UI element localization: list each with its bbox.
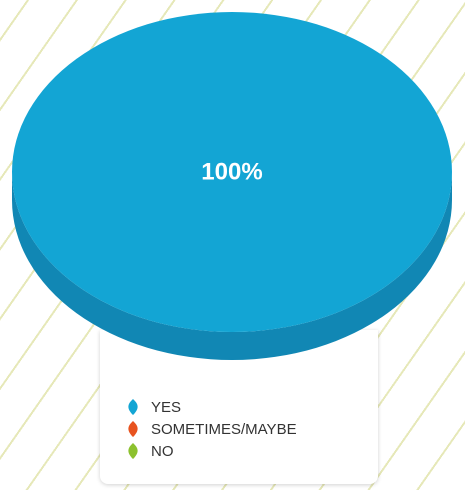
pie-slice-yes[interactable]: [12, 12, 452, 332]
leaf-icon: [124, 398, 142, 416]
data-label-yes: 100%: [201, 159, 262, 186]
leaf-icon: [124, 420, 142, 438]
legend-label-no: NO: [151, 442, 174, 460]
legend-item-yes[interactable]: YES: [124, 396, 297, 418]
pie-side: [12, 172, 452, 360]
legend-item-sometimes-maybe[interactable]: SOMETIMES/MAYBE: [124, 418, 297, 440]
legend-label-yes: YES: [151, 398, 182, 416]
legend-item-no[interactable]: NO: [124, 440, 297, 462]
legend-list: YES SOMETIMES/MAYBE NO: [124, 396, 297, 462]
leaf-icon: [124, 442, 142, 460]
legend-label-sometimes-maybe: SOMETIMES/MAYBE: [151, 420, 297, 438]
